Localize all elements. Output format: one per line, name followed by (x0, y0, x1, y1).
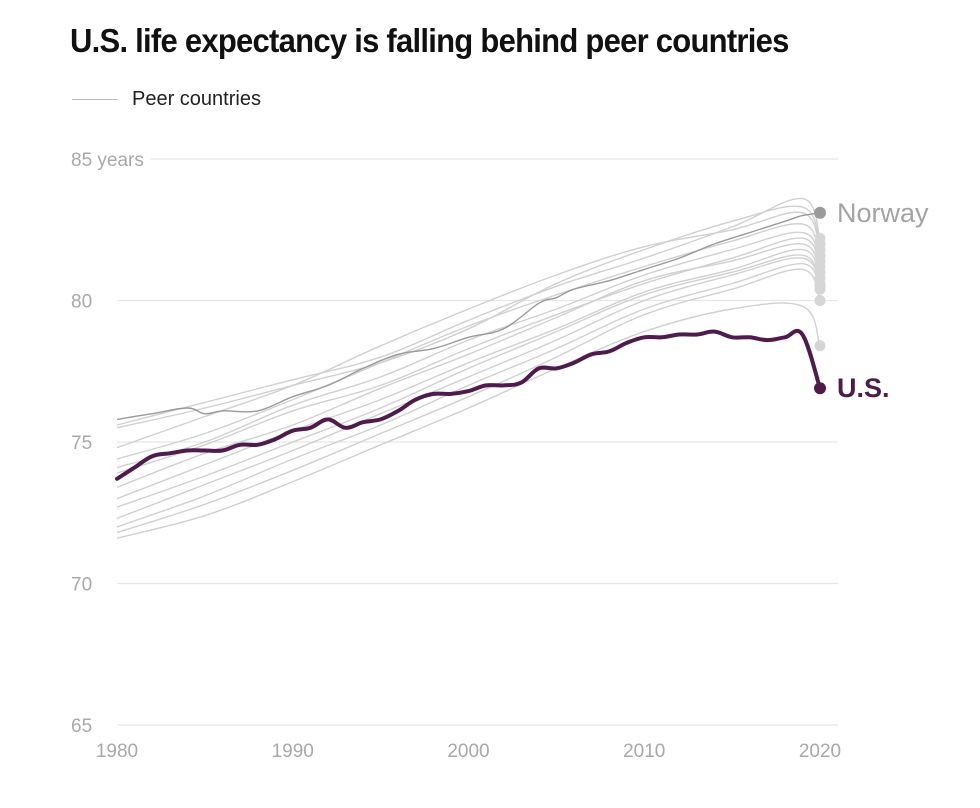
highlight-lines (115, 212, 822, 481)
end-dot-peer-12 (814, 295, 826, 306)
x-tick-label-2000: 2000 (447, 741, 489, 762)
series-line-peer-1 (116, 197, 821, 426)
series-line-peer-3 (116, 211, 821, 449)
legend: Peer countries (72, 88, 261, 111)
y-tick-label-70: 70 (71, 575, 92, 596)
end-dot-norway (814, 206, 826, 219)
x-tick-label-1980: 1980 (96, 741, 138, 762)
series-line-peer-5 (116, 231, 821, 469)
y-axis: 65 70 75 80 85 years (71, 150, 144, 737)
legend-label-peer-countries: Peer countries (132, 88, 261, 110)
series-line-peer-4 (116, 223, 821, 460)
series-line-peer-11 (116, 262, 821, 528)
legend-swatch-peer-countries (72, 99, 118, 100)
end-labels: Norway U.S. (837, 198, 929, 403)
peer-lines (116, 197, 821, 539)
y-tick-label-65: 65 (71, 716, 92, 737)
series-line-peer-10 (116, 257, 821, 520)
y-tick-label-75: 75 (71, 433, 92, 454)
end-dot-peer-13 (814, 340, 826, 352)
series-line-peer-8 (116, 248, 821, 500)
end-dot-peer-11 (814, 283, 826, 295)
series-line-peer-6 (116, 237, 821, 474)
y-tick-label-85: 85 years (71, 150, 144, 171)
x-axis: 1980 1990 2000 2010 2020 (96, 741, 841, 762)
x-tick-label-1990: 1990 (272, 741, 314, 762)
end-dot-us (814, 382, 826, 395)
series-line-peer-2 (116, 205, 821, 429)
series-line-peer-12 (116, 268, 821, 534)
y-tick-label-80: 80 (71, 292, 92, 313)
gridlines (117, 158, 838, 726)
annotation-us: U.S. (837, 373, 890, 403)
end-dots (814, 206, 826, 395)
series-line-peer-7 (116, 243, 821, 488)
x-tick-label-2010: 2010 (623, 741, 665, 762)
series-line-peer-13 (116, 302, 821, 539)
series-line-peer-9 (116, 254, 821, 508)
annotation-norway: Norway (837, 198, 929, 228)
x-tick-label-2020: 2020 (799, 741, 841, 762)
chart-title: U.S. life expectancy is falling behind p… (70, 22, 789, 59)
series-line-norway (116, 212, 821, 421)
series-line-us (115, 328, 822, 481)
